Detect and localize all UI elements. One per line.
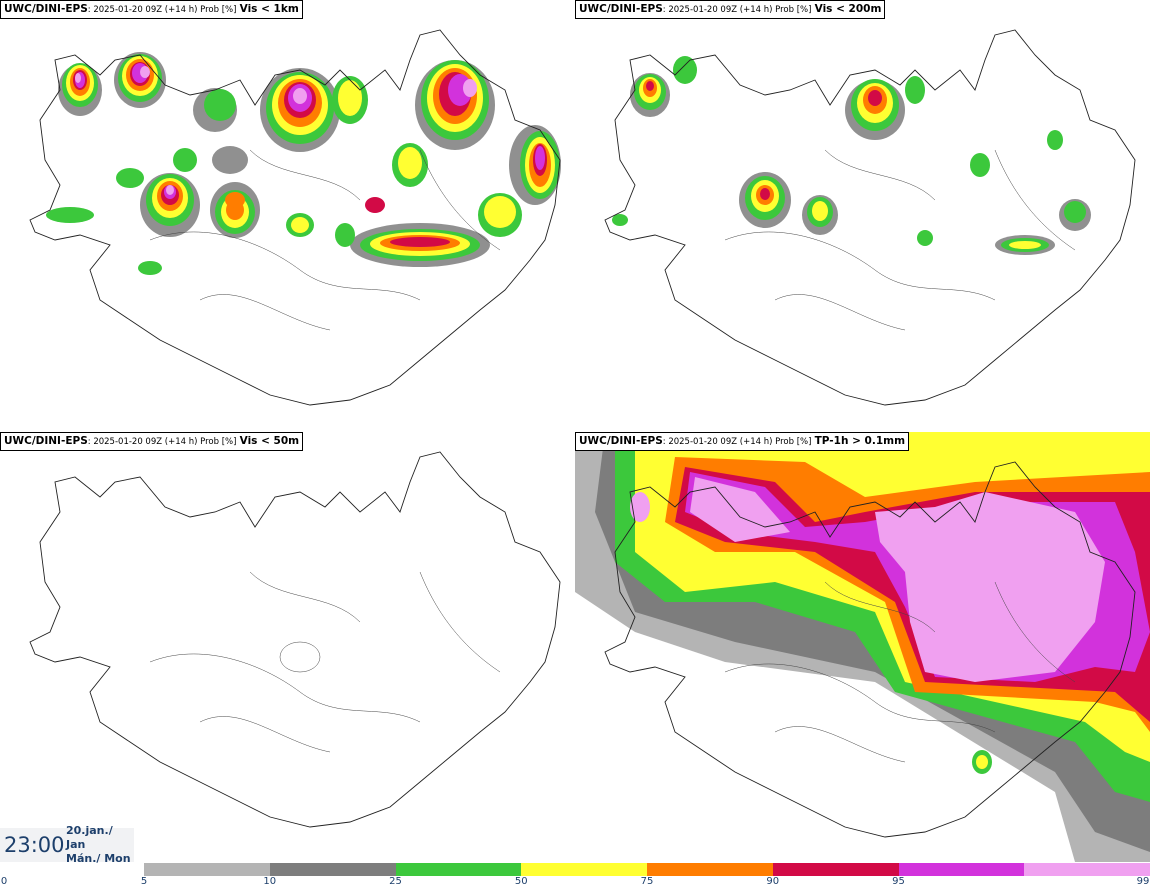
valid-time: 23:00	[4, 833, 65, 857]
variable-label: Vis < 200m	[814, 3, 882, 15]
valid-time-box: 23:00 20.jan./ Jan Mán./ Mon	[0, 824, 134, 865]
valid-day-line: Mán./ Mon	[66, 852, 131, 865]
map-canvas	[575, 432, 1150, 862]
map-panel-tp-1h: UWC/DINI-EPS: 2025-01-20 09Z (+14 h) Pro…	[575, 432, 1150, 862]
model-name: UWC/DINI-EPS	[579, 435, 663, 447]
valid-date: 20.jan./ Jan Mán./ Mon	[66, 824, 134, 866]
colorbar-tick-label: 75	[640, 876, 654, 887]
run-info: : 2025-01-20 09Z (+14 h) Prob [%]	[662, 437, 812, 447]
map-canvas	[604, 29, 1136, 406]
colorbar-segment	[772, 863, 899, 876]
iceland-coastline	[604, 461, 1136, 838]
panel-title: UWC/DINI-EPS: 2025-01-20 09Z (+14 h) Pro…	[0, 432, 304, 451]
model-name: UWC/DINI-EPS	[579, 3, 663, 15]
model-name: UWC/DINI-EPS	[4, 435, 88, 447]
colorbar-tick-label: 95	[892, 876, 905, 887]
map-canvas	[29, 29, 561, 406]
colorbar-segment	[647, 863, 773, 876]
probability-field	[612, 56, 1091, 255]
colorbar-segment	[898, 863, 1025, 876]
colorbar-tick-label: 99	[1136, 876, 1150, 887]
iceland-coastline	[29, 29, 561, 406]
map-panel-vis-50m: UWC/DINI-EPS: 2025-01-20 09Z (+14 h) Pro…	[0, 432, 575, 862]
map-canvas	[29, 451, 561, 828]
probability-colorbar	[144, 863, 1150, 876]
colorbar-tick-label: 10	[263, 876, 277, 887]
valid-date-line: 20.jan./ Jan	[66, 824, 113, 851]
run-info: : 2025-01-20 09Z (+14 h) Prob [%]	[87, 437, 237, 447]
iceland-coastline	[29, 451, 561, 828]
run-info: : 2025-01-20 09Z (+14 h) Prob [%]	[87, 5, 237, 15]
colorbar-segment	[144, 863, 270, 876]
colorbar-segment	[395, 863, 522, 876]
map-panel-vis-1km: UWC/DINI-EPS: 2025-01-20 09Z (+14 h) Pro…	[0, 0, 575, 430]
map-panel-vis-200m: UWC/DINI-EPS: 2025-01-20 09Z (+14 h) Pro…	[575, 0, 1150, 430]
iceland-coastline	[604, 29, 1136, 406]
colorbar-tick-label: 25	[389, 876, 402, 887]
variable-label: TP-1h > 0.1mm	[814, 435, 906, 447]
run-info: : 2025-01-20 09Z (+14 h) Prob [%]	[662, 5, 812, 15]
variable-label: Vis < 50m	[239, 435, 300, 447]
colorbar-segment	[1024, 863, 1150, 876]
colorbar-segment	[269, 863, 396, 876]
colorbar-segment	[521, 863, 647, 876]
colorbar-tick-label: 90	[766, 876, 780, 887]
colorbar-tick-label: 50	[514, 876, 528, 887]
colorbar-tick-label: 0	[0, 876, 8, 887]
panel-title: UWC/DINI-EPS: 2025-01-20 09Z (+14 h) Pro…	[0, 0, 303, 19]
probability-field	[46, 52, 561, 275]
panel-title: UWC/DINI-EPS: 2025-01-20 09Z (+14 h) Pro…	[575, 432, 910, 451]
colorbar-tick-label: 5	[140, 876, 148, 887]
probability-field	[575, 432, 1150, 862]
variable-label: Vis < 1km	[239, 3, 299, 15]
panel-title: UWC/DINI-EPS: 2025-01-20 09Z (+14 h) Pro…	[575, 0, 886, 19]
model-name: UWC/DINI-EPS	[4, 3, 88, 15]
